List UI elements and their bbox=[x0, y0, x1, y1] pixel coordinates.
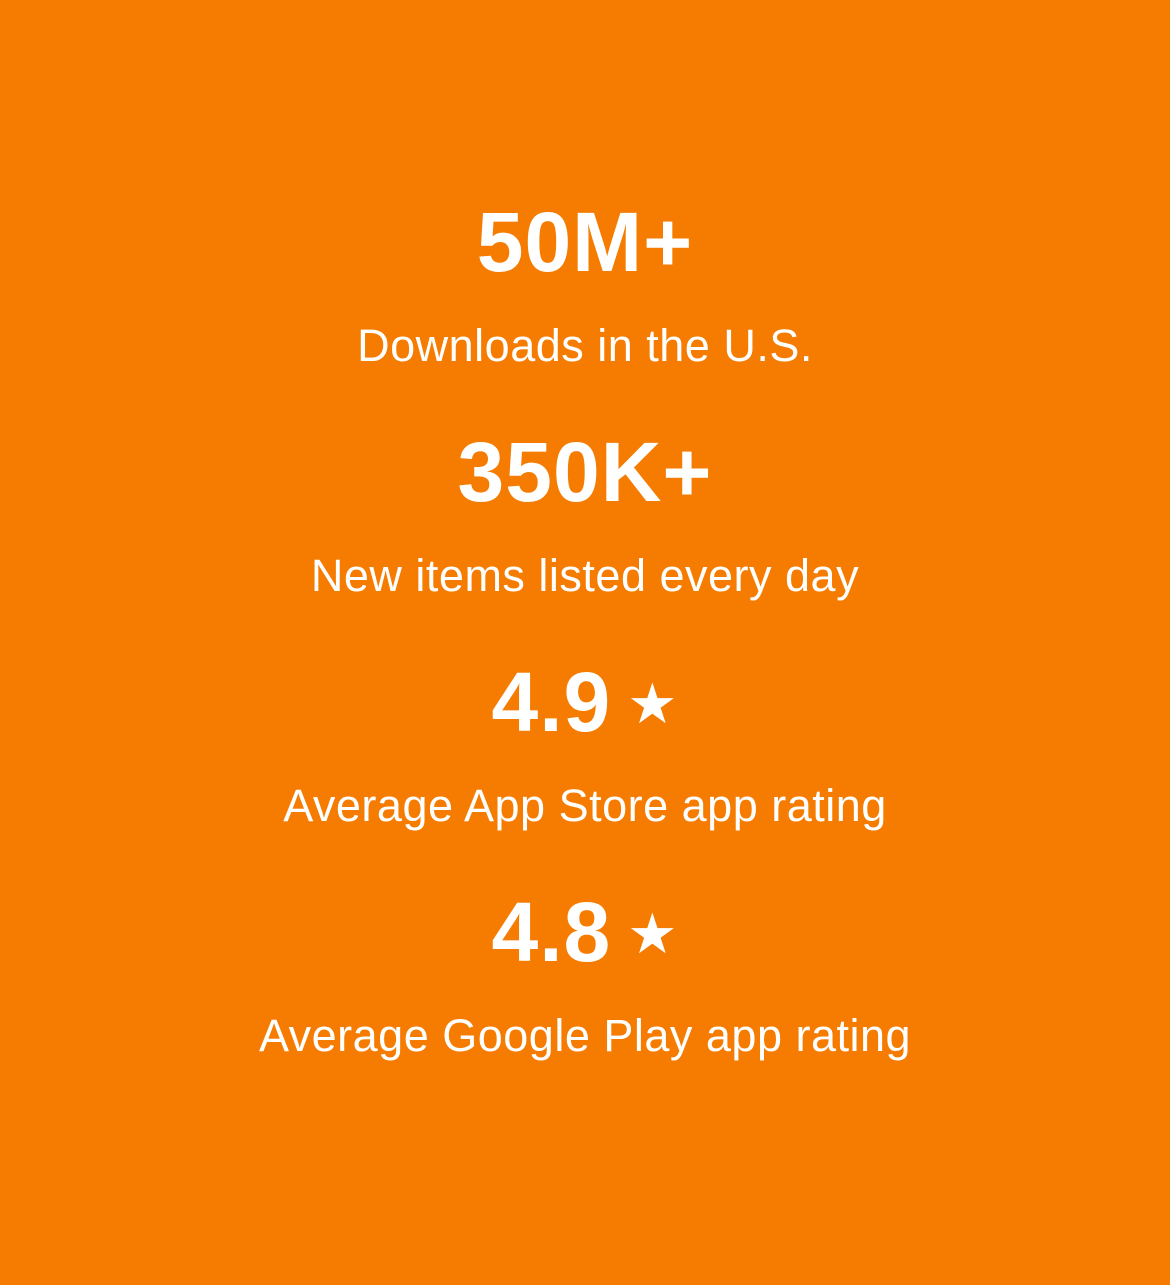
stat-label: Average App Store app rating bbox=[283, 780, 887, 831]
stat-value-text: 4.8 bbox=[491, 885, 612, 979]
stat-label: Average Google Play app rating bbox=[258, 1010, 912, 1061]
stat-value-text: 350K+ bbox=[457, 425, 713, 519]
stat-block-downloads: 50M+ Downloads in the U.S. bbox=[357, 200, 813, 372]
stat-block-app-store-rating: 4.9 ★ Average App Store app rating bbox=[283, 660, 887, 832]
stat-block-new-items: 350K+ New items listed every day bbox=[311, 430, 859, 602]
stat-block-google-play-rating: 4.8 ★ Average Google Play app rating bbox=[259, 890, 911, 1062]
stat-value: 4.9 ★ bbox=[492, 660, 679, 744]
stat-value: 4.8 ★ bbox=[492, 890, 679, 974]
stat-value: 350K+ bbox=[458, 430, 713, 514]
stat-label: Downloads in the U.S. bbox=[357, 320, 813, 371]
star-icon: ★ bbox=[627, 902, 679, 965]
star-icon: ★ bbox=[627, 672, 679, 735]
stat-value-text: 50M+ bbox=[476, 195, 694, 289]
stat-label: New items listed every day bbox=[310, 550, 860, 601]
stat-value: 50M+ bbox=[477, 200, 693, 284]
stat-value-text: 4.9 bbox=[491, 655, 612, 749]
